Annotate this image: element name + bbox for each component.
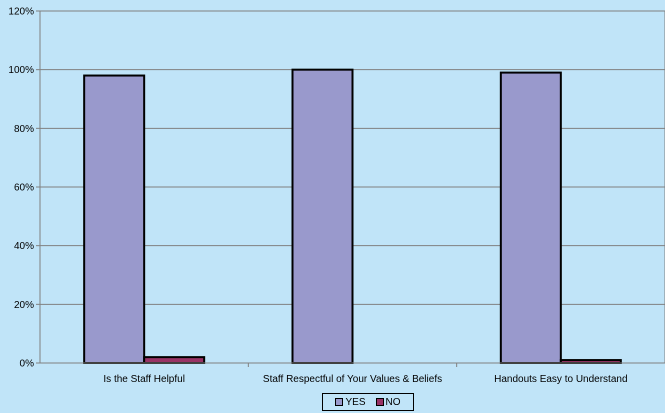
- legend-swatch-yes: [335, 398, 344, 406]
- legend: YES NO: [322, 393, 414, 411]
- x-axis-labels: Is the Staff Helpful Staff Respectful of …: [40, 362, 665, 385]
- legend-item-no: NO: [375, 396, 401, 408]
- bar-yes-2: [499, 71, 562, 364]
- legend-swatch-no: [375, 398, 384, 406]
- bars: [83, 68, 622, 365]
- y-tick-label: 40%: [14, 241, 34, 252]
- y-tick-label: 120%: [8, 7, 34, 18]
- y-tick-label: 100%: [8, 65, 34, 76]
- y-tick-label: 60%: [14, 183, 34, 194]
- bar-yes-0: [83, 74, 146, 365]
- y-axis-ticks: 0% 20% 40% 60% 80% 100% 120%: [8, 7, 40, 370]
- legend-label-yes: YES: [345, 396, 366, 408]
- y-tick-label: 0%: [20, 359, 35, 370]
- y-tick-label: 20%: [14, 300, 34, 311]
- x-category-label: Handouts Easy to Understand: [494, 374, 627, 385]
- x-category-label: Staff Respectful of Your Values & Belief…: [263, 374, 442, 385]
- x-category-label: Is the Staff Helpful: [103, 374, 185, 385]
- bar-no-0: [143, 356, 206, 364]
- y-tick-label: 80%: [14, 124, 34, 135]
- legend-label-no: NO: [385, 396, 401, 408]
- bar-yes-1: [291, 68, 354, 365]
- legend-item-yes: YES: [335, 396, 366, 408]
